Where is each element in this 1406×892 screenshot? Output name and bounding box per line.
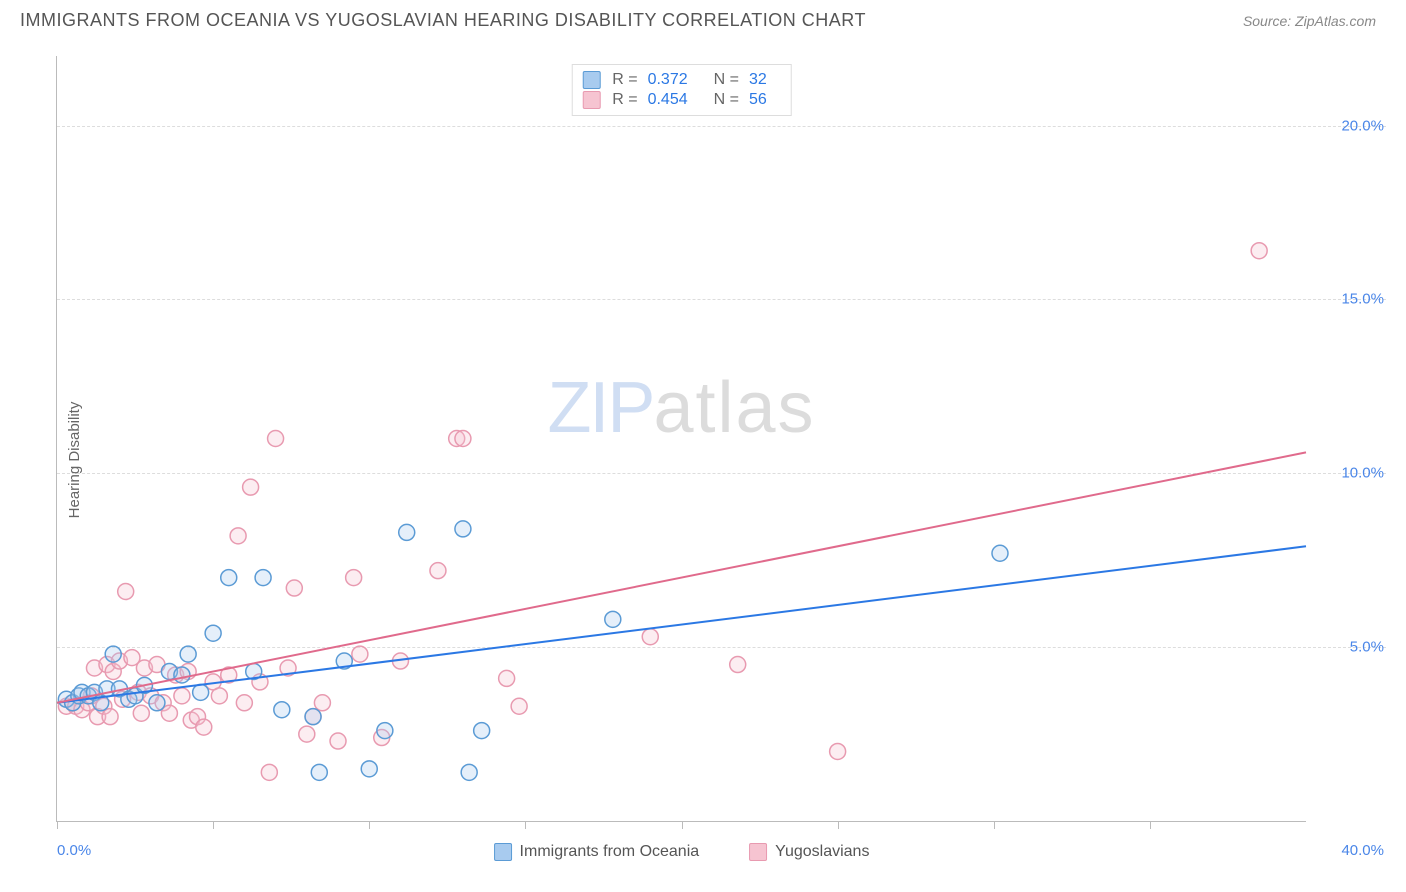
scatter-point: [221, 570, 237, 586]
swatch-icon: [582, 91, 600, 109]
scatter-point: [255, 570, 271, 586]
scatter-point: [730, 657, 746, 673]
scatter-point: [243, 479, 259, 495]
y-tick-label: 10.0%: [1341, 465, 1384, 482]
legend-row-oceania: R = 0.372 N = 32: [582, 71, 781, 89]
scatter-point: [642, 629, 658, 645]
swatch-icon: [494, 843, 512, 861]
legend-item-oceania: Immigrants from Oceania: [494, 843, 700, 861]
scatter-point: [346, 570, 362, 586]
legend-row-yugoslavians: R = 0.454 N = 56: [582, 91, 781, 109]
r-value: 0.454: [648, 91, 688, 109]
swatch-icon: [582, 71, 600, 89]
scatter-point: [474, 723, 490, 739]
r-value: 0.372: [648, 71, 688, 89]
scatter-point: [461, 764, 477, 780]
scatter-point: [511, 698, 527, 714]
scatter-point: [236, 695, 252, 711]
trend-line: [57, 546, 1306, 702]
scatter-plot: R = 0.372 N = 32 R = 0.454 N = 56 ZIPatl…: [56, 56, 1306, 822]
scatter-point: [377, 723, 393, 739]
scatter-point: [992, 545, 1008, 561]
scatter-svg: [57, 56, 1306, 821]
x-tick-label: 40.0%: [1341, 842, 1384, 859]
x-tick-mark: [682, 821, 683, 829]
n-label: N =: [714, 71, 739, 89]
y-tick-label: 20.0%: [1341, 117, 1384, 134]
r-label: R =: [612, 91, 637, 109]
swatch-icon: [749, 843, 767, 861]
n-label: N =: [714, 91, 739, 109]
scatter-point: [830, 743, 846, 759]
scatter-point: [314, 695, 330, 711]
scatter-point: [261, 764, 277, 780]
scatter-point: [455, 431, 471, 447]
n-value: 32: [749, 71, 767, 89]
scatter-point: [230, 528, 246, 544]
scatter-point: [430, 563, 446, 579]
legend-label: Immigrants from Oceania: [520, 843, 700, 861]
x-tick-mark: [994, 821, 995, 829]
scatter-point: [268, 431, 284, 447]
scatter-point: [205, 625, 221, 641]
r-label: R =: [612, 71, 637, 89]
scatter-point: [211, 688, 227, 704]
x-tick-label: 0.0%: [57, 842, 91, 859]
scatter-point: [455, 521, 471, 537]
scatter-point: [1251, 243, 1267, 259]
correlation-legend: R = 0.372 N = 32 R = 0.454 N = 56: [571, 64, 792, 116]
scatter-point: [399, 524, 415, 540]
scatter-point: [605, 611, 621, 627]
scatter-point: [311, 764, 327, 780]
x-tick-mark: [838, 821, 839, 829]
scatter-point: [499, 670, 515, 686]
source-attribution: Source: ZipAtlas.com: [1243, 13, 1376, 29]
y-tick-label: 15.0%: [1341, 291, 1384, 308]
scatter-point: [193, 684, 209, 700]
chart-area: Hearing Disability R = 0.372 N = 32 R = …: [50, 48, 1386, 872]
x-tick-mark: [57, 821, 58, 829]
scatter-point: [174, 688, 190, 704]
series-legend: Immigrants from Oceania Yugoslavians: [494, 843, 870, 861]
scatter-point: [133, 705, 149, 721]
scatter-point: [361, 761, 377, 777]
scatter-point: [174, 667, 190, 683]
scatter-point: [299, 726, 315, 742]
n-value: 56: [749, 91, 767, 109]
scatter-point: [305, 709, 321, 725]
scatter-point: [105, 646, 121, 662]
x-tick-mark: [369, 821, 370, 829]
scatter-point: [286, 580, 302, 596]
legend-item-yugoslavians: Yugoslavians: [749, 843, 869, 861]
scatter-point: [196, 719, 212, 735]
scatter-point: [330, 733, 346, 749]
chart-title: IMMIGRANTS FROM OCEANIA VS YUGOSLAVIAN H…: [20, 10, 866, 31]
legend-label: Yugoslavians: [775, 843, 869, 861]
x-tick-mark: [1150, 821, 1151, 829]
scatter-point: [102, 709, 118, 725]
scatter-point: [274, 702, 290, 718]
y-tick-label: 5.0%: [1350, 639, 1384, 656]
scatter-point: [118, 584, 134, 600]
scatter-point: [180, 646, 196, 662]
x-tick-mark: [525, 821, 526, 829]
x-tick-mark: [213, 821, 214, 829]
scatter-point: [352, 646, 368, 662]
scatter-point: [149, 695, 165, 711]
